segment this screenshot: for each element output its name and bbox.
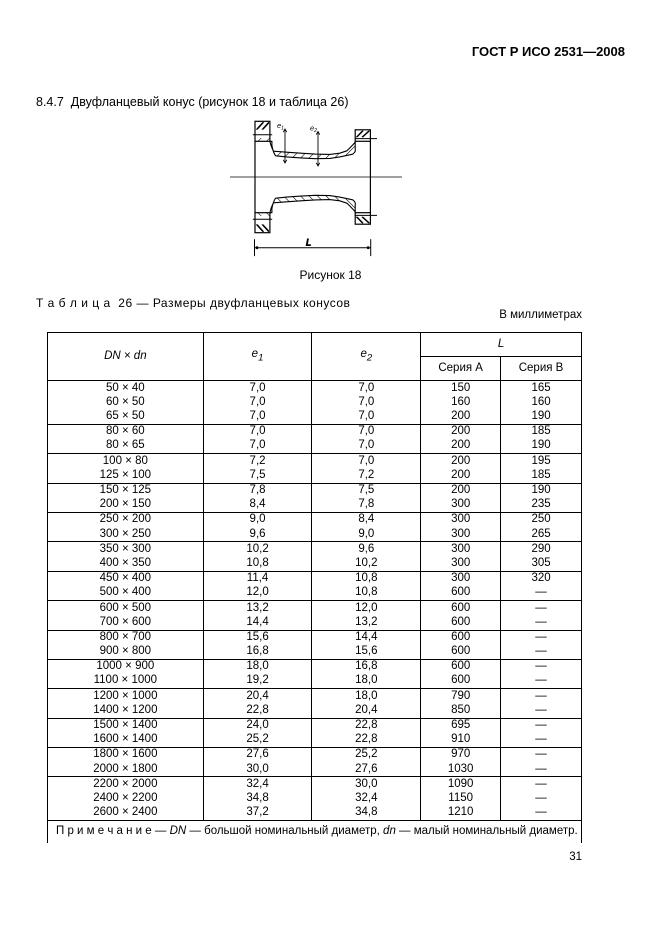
svg-text:e1: e1 [277,121,284,131]
svg-text:L: L [306,238,311,248]
svg-text:e2: e2 [310,124,317,134]
